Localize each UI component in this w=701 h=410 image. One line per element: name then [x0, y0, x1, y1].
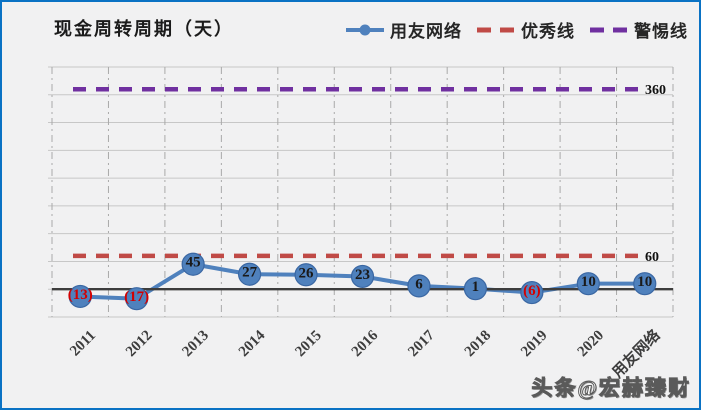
data-point-label: (13) [68, 287, 93, 303]
data-point-label: 1 [472, 279, 480, 295]
data-point-label: 10 [637, 274, 652, 290]
data-point-marker [633, 272, 657, 296]
data-point-marker [576, 272, 600, 296]
x-tick-label: 2016 [349, 327, 382, 360]
data-point-marker [125, 287, 149, 311]
x-tick-label: 2014 [236, 327, 269, 360]
data-point-marker [181, 252, 205, 276]
red-dash-icon [477, 27, 516, 32]
legend: 用友网络 优秀线 警惕线 [345, 17, 688, 42]
legend-label-excellent: 优秀线 [521, 22, 575, 41]
data-point-label: 45 [186, 255, 201, 271]
legend-item-series: 用友网络 [345, 17, 462, 42]
reference-line-label: 360 [645, 83, 666, 98]
line-marker-icon [346, 24, 384, 35]
purple-dash-icon [590, 27, 629, 32]
legend-label-series: 用友网络 [390, 22, 462, 41]
data-point-label: (6) [523, 283, 541, 299]
x-tick-label: 2012 [123, 328, 156, 361]
data-point-label: 23 [355, 267, 370, 283]
x-tick-label: 2018 [462, 328, 495, 361]
watermark: 头条@宏赫臻财 [531, 376, 691, 401]
data-point-marker [350, 264, 375, 289]
x-tick-label: 2019 [518, 328, 551, 361]
legend-label-warning: 警惕线 [634, 22, 688, 41]
x-tick-label: 2013 [179, 328, 212, 361]
x-tick-label: 2017 [405, 327, 438, 360]
data-point-label: 26 [299, 265, 315, 281]
reference-line-label: 60 [645, 250, 659, 265]
data-point-marker [237, 262, 262, 286]
x-tick-label: 2011 [67, 328, 99, 360]
x-tick-label: 2015 [292, 328, 325, 361]
page-title: 现金周转周期（天） [54, 19, 234, 39]
legend-item-warning: 警惕线 [589, 17, 688, 42]
data-point-marker [68, 284, 92, 309]
data-point-marker [520, 280, 544, 305]
data-point-label: 27 [242, 265, 258, 281]
data-point-marker [294, 263, 318, 287]
data-point-label: 6 [415, 276, 423, 292]
data-point-marker [463, 277, 488, 301]
data-point-label: (17) [124, 289, 149, 305]
data-point-label: 10 [581, 274, 596, 290]
x-tick-label: 2020 [575, 328, 608, 361]
legend-item-excellent: 优秀线 [476, 17, 575, 42]
data-point-marker [407, 274, 431, 298]
